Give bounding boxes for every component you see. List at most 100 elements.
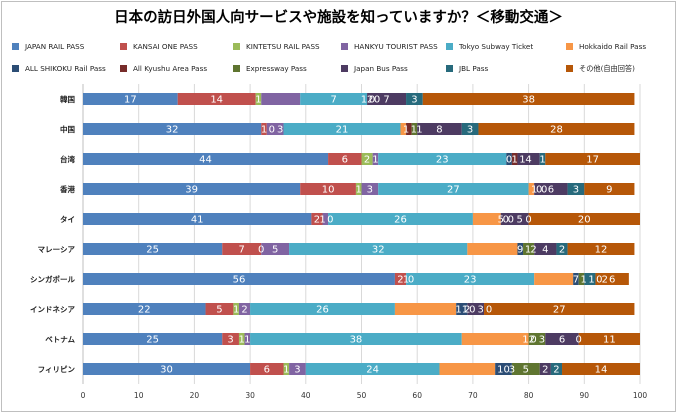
data-label: 3 — [227, 335, 233, 346]
data-label: 1 — [581, 275, 587, 286]
bar-segment — [311, 213, 323, 225]
x-tick-label: 60 — [412, 391, 422, 400]
bar-segment — [300, 93, 368, 105]
data-label: 1 — [403, 275, 409, 286]
bar-segment — [289, 243, 468, 255]
legend-swatch — [566, 65, 573, 72]
data-label: 8 — [436, 125, 442, 136]
data-label: 5 — [523, 365, 529, 376]
category-label: ベトナム — [45, 335, 75, 344]
data-label: 1 — [411, 125, 417, 136]
bar-segment — [511, 153, 518, 165]
bar-segment — [394, 303, 457, 315]
data-label: 7 — [383, 95, 389, 106]
data-label: 1 — [239, 335, 245, 346]
x-tick-label: 80 — [524, 391, 534, 400]
bar-segment — [328, 213, 473, 225]
data-label: 21 — [336, 125, 349, 136]
bar-segment — [517, 153, 540, 165]
bar-segment — [83, 123, 262, 135]
data-label: 0 — [258, 245, 264, 256]
bar-segment — [222, 243, 262, 255]
data-label: 3 — [467, 125, 473, 136]
data-label: 38 — [350, 335, 363, 346]
legend-label: All Kyushu Area Pass — [133, 64, 208, 73]
bar-segment — [478, 123, 635, 135]
data-label: 5 — [272, 245, 278, 256]
bar-segment — [556, 243, 568, 255]
data-label: 12 — [361, 95, 374, 106]
legend-label: Hokkaido Rail Pass — [579, 42, 647, 51]
data-label: 0 — [327, 215, 333, 226]
legend-swatch — [566, 43, 573, 50]
bar-segment — [584, 183, 635, 195]
chart-title: 日本の訪日外国人向サービスや施設を知っていますか？＜移動交通＞ — [114, 10, 563, 26]
data-label: 26 — [316, 305, 329, 316]
bar-segment — [83, 273, 395, 285]
data-label: 2 — [553, 365, 559, 376]
bar-segment — [300, 183, 356, 195]
bar-segment — [578, 273, 585, 285]
data-label: 7 — [573, 275, 579, 286]
bar-segment — [83, 183, 301, 195]
data-label: 2 — [241, 305, 247, 316]
bar-segment — [378, 183, 529, 195]
bar-segment — [550, 363, 563, 375]
bar-segment — [506, 153, 512, 165]
category-label: 香港 — [59, 184, 75, 194]
data-label: 6 — [548, 185, 554, 196]
data-label: 1 — [531, 185, 537, 196]
data-label: 1 — [372, 155, 378, 166]
data-label: 0 — [541, 185, 547, 196]
x-tick-label: 100 — [633, 391, 648, 400]
bar-segment — [523, 243, 535, 255]
bar-segment — [394, 273, 407, 285]
bar-segment — [545, 153, 640, 165]
legend-swatch — [233, 43, 240, 50]
bar-segment — [406, 93, 423, 105]
data-label: 5 — [216, 305, 222, 316]
category-label: シンガポール — [30, 274, 75, 284]
legend-swatch — [120, 43, 127, 50]
data-label: 0 — [506, 155, 512, 166]
bar-segment — [534, 273, 574, 285]
data-label: 27 — [447, 185, 460, 196]
bar-segment — [500, 213, 529, 225]
bar-segment — [406, 273, 535, 285]
bar-segment — [567, 243, 635, 255]
bar-segment — [528, 183, 535, 195]
x-tick-label: 70 — [468, 391, 478, 400]
data-label: 3 — [477, 305, 483, 316]
data-label: 20 — [578, 215, 591, 226]
data-label: 3 — [539, 335, 545, 346]
x-tick-label: 0 — [81, 391, 86, 400]
data-label: 0 — [486, 305, 492, 316]
bar-segment — [283, 123, 401, 135]
data-label: 0 — [536, 185, 542, 196]
data-label: 1 — [539, 155, 545, 166]
bar-segment — [584, 273, 596, 285]
legend-swatch — [12, 43, 19, 50]
bar-segment — [534, 243, 557, 255]
data-label: 9 — [517, 245, 523, 256]
data-label: 23 — [464, 275, 477, 286]
x-tick-label: 50 — [357, 391, 367, 400]
data-label: 0 — [576, 335, 582, 346]
data-label: 7 — [239, 245, 245, 256]
bar-segment — [411, 123, 418, 135]
data-label: 24 — [366, 365, 379, 376]
legend-swatch — [446, 43, 453, 50]
bar-segment — [222, 333, 239, 345]
bar-segment — [250, 303, 395, 315]
data-label: 32 — [372, 245, 385, 256]
data-label: 3 — [509, 365, 515, 376]
data-label: 3 — [367, 185, 373, 196]
bar-segment — [322, 213, 329, 225]
bar-segment — [283, 363, 290, 375]
data-label: 14 — [595, 365, 608, 376]
data-label: 11 — [455, 305, 468, 316]
bar-segment — [83, 153, 329, 165]
data-label: 0 — [408, 275, 414, 286]
bar-segment — [261, 123, 267, 135]
bar-segment — [238, 303, 251, 315]
